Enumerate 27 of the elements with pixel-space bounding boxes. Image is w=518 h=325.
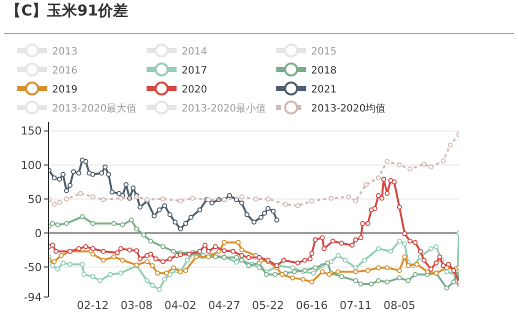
legend-label: 2020 (182, 84, 208, 96)
x-tick-label: 04-27 (208, 299, 240, 312)
legend-label: 2013-2020最小值 (182, 102, 266, 114)
y-tick-label: -50 (24, 260, 42, 274)
y-tick-label: 150 (20, 124, 42, 138)
y-tick-label: 0 (34, 226, 42, 240)
x-tick-label: 05-22 (252, 299, 284, 312)
legend-label: 2014 (182, 46, 208, 58)
legend-label: 2013-2020最大值 (52, 102, 137, 114)
legend-label: 2021 (311, 84, 337, 96)
x-tick-label: 03-08 (120, 299, 153, 312)
legend-label: 2016 (52, 65, 78, 76)
y-tick-label: 100 (20, 158, 42, 172)
x-tick-label: 07-11 (340, 299, 372, 312)
legend-label: 2013 (52, 46, 78, 58)
legend-label: 2017 (182, 65, 208, 76)
x-tick-label: 08-05 (383, 299, 416, 312)
y-tick-label: -94 (24, 290, 42, 304)
chart-title: 【C】玉米91价差 (6, 1, 128, 20)
legend-label: 2019 (52, 84, 78, 96)
y-tick-label: 50 (28, 192, 42, 206)
x-tick-label: 02-12 (76, 299, 109, 312)
legend-label: 2015 (311, 46, 337, 58)
x-tick-label: 04-02 (164, 299, 196, 312)
legend-label: 2018 (311, 65, 337, 76)
x-tick-label: 06-16 (296, 299, 328, 312)
legend-label: 2013-2020均值 (311, 102, 386, 114)
